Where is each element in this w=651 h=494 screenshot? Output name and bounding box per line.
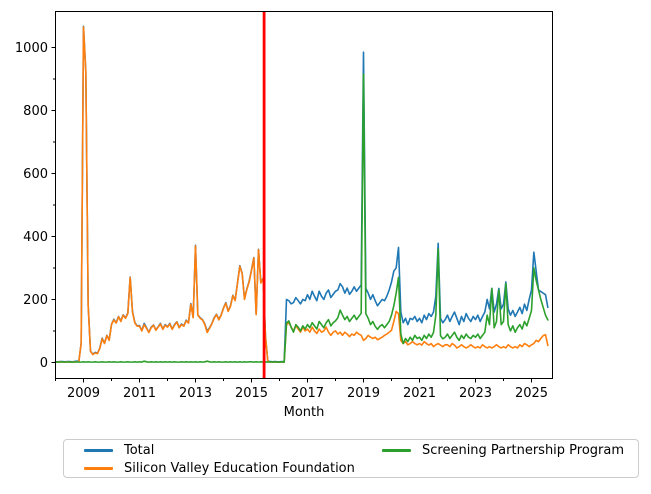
legend-item-spp: Screening Partnership Program xyxy=(382,441,624,460)
series-line-2 xyxy=(54,73,549,363)
legend-label-spp: Screening Partnership Program xyxy=(422,442,625,458)
x-tick-label: 2015 xyxy=(235,386,268,401)
y-tick-label: 0 xyxy=(40,356,48,371)
x-tick-label: 2013 xyxy=(179,386,212,401)
y-tick-label: 600 xyxy=(23,167,48,182)
legend-label-svef: Silicon Valley Education Foundation xyxy=(124,461,355,477)
y-tick-label: 200 xyxy=(23,293,48,308)
legend-item-svef: Silicon Valley Education Foundation xyxy=(84,460,355,479)
x-tick-label: 2021 xyxy=(403,386,436,401)
legend-column-1: Total Silicon Valley Education Foundatio… xyxy=(84,441,355,478)
spp-line-swatch-icon xyxy=(382,448,411,452)
legend: Total Silicon Valley Education Foundatio… xyxy=(63,439,639,478)
y-tick-label: 1000 xyxy=(15,41,48,56)
series-line-0 xyxy=(54,25,549,363)
x-axis-label: Month xyxy=(284,405,325,420)
x-tick-label: 2011 xyxy=(123,386,156,401)
x-tick-label: 2023 xyxy=(459,386,492,401)
series-line-1 xyxy=(54,26,549,363)
legend-item-total: Total xyxy=(84,441,355,460)
y-tick-label: 400 xyxy=(23,230,48,245)
legend-label-total: Total xyxy=(124,442,155,458)
svef-line-swatch-icon xyxy=(84,467,113,471)
x-tick-label: 2009 xyxy=(67,386,100,401)
y-tick-label: 800 xyxy=(23,104,48,119)
legend-column-2: Screening Partnership Program xyxy=(382,441,624,460)
total-line-swatch-icon xyxy=(84,448,113,452)
plot-area-frame xyxy=(55,11,553,379)
x-tick-label: 2025 xyxy=(515,386,548,401)
x-tick-label: 2019 xyxy=(347,386,380,401)
x-tick-label: 2017 xyxy=(291,386,324,401)
